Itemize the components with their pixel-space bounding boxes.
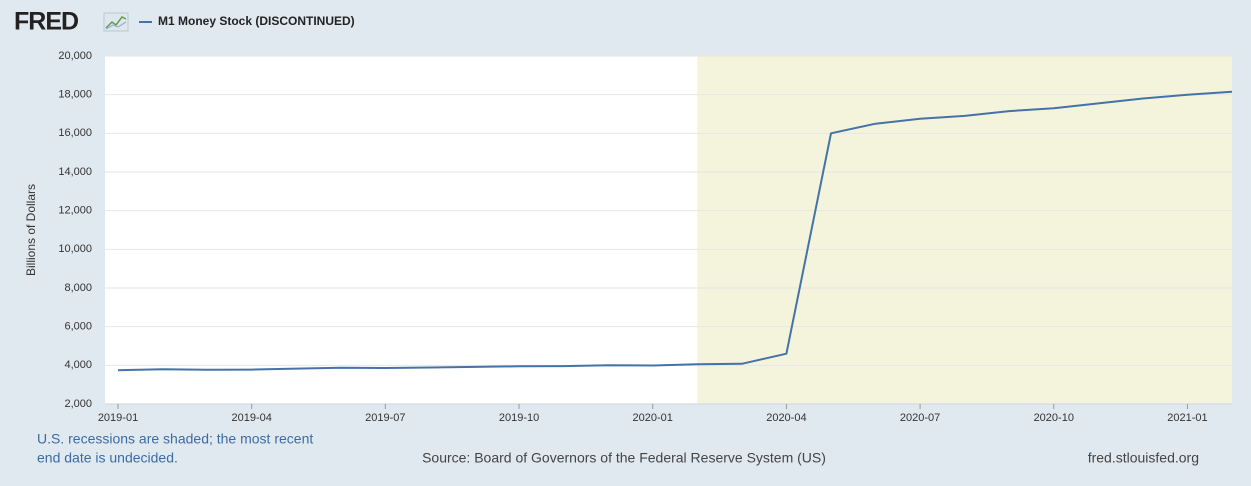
- y-tick-label: 12,000: [58, 205, 92, 217]
- source: Source: Board of Governors of the Federa…: [422, 450, 826, 466]
- y-tick-label: 6,000: [64, 321, 92, 333]
- data-line: [117, 90, 1233, 372]
- site[interactable]: fred.stlouisfed.org: [1088, 450, 1199, 466]
- logo[interactable]: FRED: [14, 8, 79, 36]
- x-tick-label: 2020-01: [633, 412, 673, 424]
- note: end date is undecided.: [37, 450, 178, 466]
- logo-icon: [103, 12, 129, 32]
- x-tick-label: 2019-04: [231, 412, 271, 424]
- x-tick-label: 2019-07: [365, 412, 405, 424]
- y-tick-label: 10,000: [58, 243, 92, 255]
- y-tick-label: 4,000: [64, 359, 92, 371]
- x-tick-label: 2020-10: [1034, 412, 1074, 424]
- y-tick-label: 18,000: [58, 89, 92, 101]
- x-tick-label: 2019-01: [98, 412, 138, 424]
- x-tick-label: 2021-01: [1167, 412, 1207, 424]
- x-tick-label: 2019-10: [499, 412, 539, 424]
- recession-shade: [697, 56, 1232, 404]
- y-tick-label: 8,000: [64, 282, 92, 294]
- y-tick-label: 16,000: [58, 127, 92, 139]
- x-tick-label: 2020-04: [766, 412, 806, 424]
- y-axis-label: Billions of Dollars: [24, 184, 38, 276]
- x-tick-label: 2020-07: [900, 412, 940, 424]
- note: U.S. recessions are shaded; the most rec…: [37, 431, 313, 447]
- legend-label: M1 Money Stock (DISCONTINUED): [158, 14, 355, 28]
- y-tick-label: 20,000: [58, 50, 92, 62]
- y-tick-label: 14,000: [58, 166, 92, 178]
- y-tick-label: 2,000: [64, 398, 92, 410]
